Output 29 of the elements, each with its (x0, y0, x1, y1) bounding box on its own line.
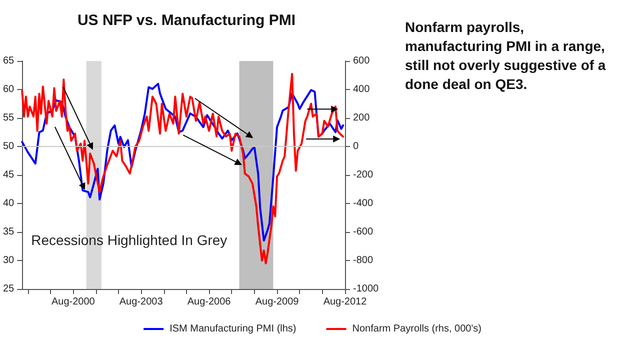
chart-title: US NFP vs. Manufacturing PMI (77, 12, 296, 29)
y2-tick-label: -400 (353, 198, 374, 209)
y-tick-label: 35 (3, 226, 15, 238)
y2-tick-label: -600 (353, 226, 374, 238)
y2-tick-label: 0 (353, 141, 359, 152)
y-tick-label: 30 (3, 255, 15, 266)
y2-tick-label: 200 (353, 112, 370, 124)
y-tick-label: 50 (3, 141, 15, 152)
x-tick-label: Aug-2006 (187, 296, 232, 308)
y-tick-label: 45 (3, 170, 15, 180)
legend-label: Nonfarm Payrolls (rhs, 000's) (352, 324, 482, 334)
y2-tick-label: -1000 (353, 284, 380, 294)
x-tick-label: Aug-2000 (51, 296, 96, 308)
x-tick-label: Aug-2009 (255, 296, 300, 308)
text: Nonfarm payrolls, manufacturing PMI in a range, still not overly suggestive of a done deal on QE3. (405, 18, 607, 94)
y-tick-label: 25 (3, 284, 15, 294)
line-series (21, 72, 344, 264)
y2-tick-label: 400 (353, 84, 370, 95)
y2-tick-label: 600 (353, 56, 370, 66)
y2-tick-label: -800 (353, 255, 374, 266)
y-tick-label: 40 (3, 198, 15, 209)
y-tick-label: 60 (3, 84, 15, 95)
annotation: Recessions Highlighted In Grey (31, 232, 228, 248)
legend-label: ISM Manufacturing PMI (lhs) (170, 324, 296, 334)
y-tick-label: 55 (3, 112, 15, 124)
x-tick-label: Aug-2012 (323, 296, 368, 308)
y2-tick-label: -200 (353, 170, 374, 180)
y-tick-label: 65 (3, 56, 15, 66)
x-tick-label: Aug-2003 (119, 296, 164, 308)
